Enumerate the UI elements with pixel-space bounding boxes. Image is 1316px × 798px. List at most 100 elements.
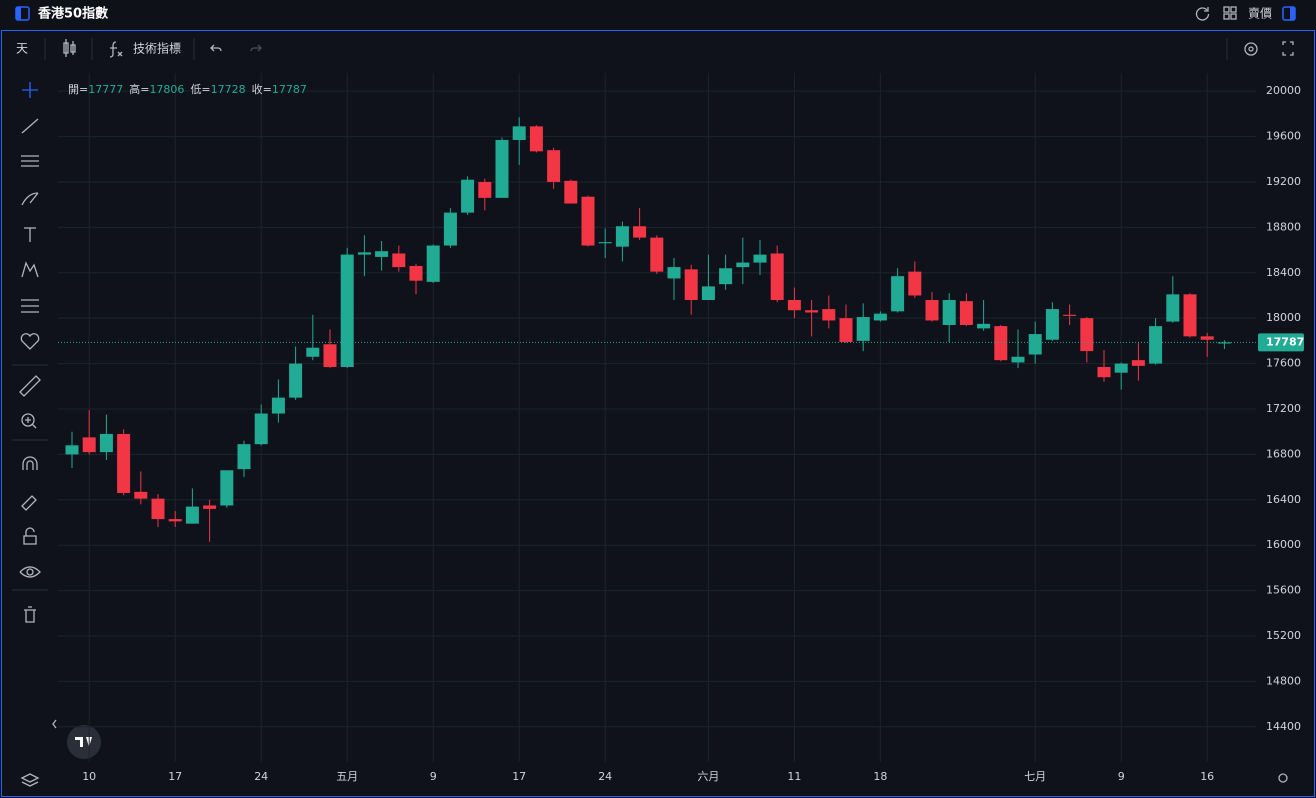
- y-tick-label: 16800: [1266, 447, 1301, 460]
- x-tick-label: 16: [1200, 770, 1214, 783]
- refresh-icon[interactable]: [1195, 7, 1210, 21]
- panel-icon-fill: [16, 7, 21, 20]
- redo-icon[interactable]: [250, 44, 262, 52]
- x-tick-label: 24: [598, 770, 612, 783]
- legend-label: 開=: [68, 83, 88, 96]
- logo: [67, 725, 101, 759]
- ruler-tool[interactable]: [19, 375, 41, 397]
- candle-body: [151, 498, 165, 520]
- candle-body: [753, 254, 767, 263]
- candle-body: [736, 262, 750, 268]
- candle-body: [1217, 342, 1231, 344]
- crosshair-tool[interactable]: [22, 82, 38, 98]
- chart-type-icon[interactable]: [63, 39, 76, 57]
- lock-tool[interactable]: [23, 527, 37, 545]
- candle-body: [1011, 356, 1025, 363]
- candle-body: [908, 271, 922, 296]
- candle-body: [650, 237, 664, 272]
- y-tick-label: 16400: [1266, 493, 1301, 506]
- candle-body: [1063, 314, 1077, 316]
- panel-right-fill: [1290, 7, 1295, 20]
- candle-body: [787, 300, 801, 311]
- candle-body: [770, 253, 784, 301]
- last-price-box: [1258, 333, 1304, 352]
- candle-body: [959, 301, 973, 325]
- symbol-title: 香港50指數: [37, 6, 108, 22]
- candle-body: [1131, 360, 1145, 366]
- candle-body: [512, 126, 526, 140]
- candle-body: [185, 506, 199, 524]
- candle-body: [1028, 334, 1042, 355]
- y-tick-label: 18400: [1266, 266, 1301, 279]
- candle-body: [891, 276, 905, 312]
- x-tick-label: 17: [168, 770, 182, 783]
- indicators-button[interactable]: 技術指標: [133, 41, 181, 56]
- trendline-tool[interactable]: [21, 118, 39, 134]
- candle-body: [134, 491, 148, 499]
- pattern-tool[interactable]: [21, 261, 39, 278]
- candle-body: [701, 286, 715, 301]
- candle-body: [942, 300, 956, 325]
- y-tick-label: 16000: [1266, 538, 1301, 551]
- candle-body: [443, 212, 457, 246]
- magnet-tool[interactable]: [22, 456, 38, 470]
- legend-value: 17777: [88, 83, 123, 96]
- candle-body: [994, 326, 1008, 361]
- y-tick-label: 14800: [1266, 674, 1301, 687]
- candle-body: [581, 196, 595, 246]
- candle-body: [873, 313, 887, 321]
- candle-body: [839, 318, 853, 343]
- x-tick-label: 9: [430, 770, 437, 783]
- y-tick-label: 15200: [1266, 629, 1301, 642]
- candle-body: [237, 444, 251, 470]
- lock-draw-tool[interactable]: [21, 495, 37, 511]
- logo-mark: [75, 737, 92, 747]
- visibility-tool[interactable]: [19, 566, 41, 578]
- interval[interactable]: 天: [16, 42, 28, 56]
- candle-body: [323, 344, 337, 367]
- fullscreen-icon[interactable]: [1282, 41, 1294, 56]
- layers-icon[interactable]: [20, 773, 40, 787]
- plot: 1440014800152001560016000164001680017200…: [58, 73, 1304, 783]
- candle-body: [203, 505, 217, 509]
- candle-body: [1097, 366, 1111, 378]
- legend-label: 收=: [252, 82, 272, 96]
- legend-label: 低=: [190, 83, 210, 96]
- candle-body: [461, 179, 475, 213]
- text-tool[interactable]: [24, 227, 36, 242]
- layout-icon[interactable]: [1223, 6, 1237, 20]
- candle-body: [856, 317, 870, 341]
- y-tick-label: 17200: [1266, 402, 1301, 415]
- candle-body: [598, 242, 612, 244]
- candle-body: [357, 252, 371, 255]
- candle-body: [495, 139, 509, 198]
- settings-icon[interactable]: [1244, 42, 1258, 56]
- y-tick-label: 19200: [1266, 175, 1301, 188]
- undo-icon[interactable]: [210, 44, 222, 52]
- x-tick-label: 六月: [697, 770, 719, 783]
- delete-tool[interactable]: [24, 606, 36, 623]
- y-tick-label: 20000: [1266, 84, 1301, 97]
- candle-body: [1166, 294, 1180, 322]
- fib-tool[interactable]: [21, 155, 39, 167]
- candle-body: [220, 470, 234, 506]
- brush-tool[interactable]: [21, 192, 39, 206]
- x-tick-label: 17: [512, 770, 526, 783]
- fx-icon[interactable]: [109, 41, 123, 58]
- candle-body: [805, 310, 819, 313]
- zoom-tool[interactable]: [21, 413, 37, 429]
- x-tick-label: 五月: [336, 770, 358, 783]
- time-settings-icon[interactable]: [1278, 773, 1288, 783]
- collapse-arrow[interactable]: [52, 719, 57, 729]
- ohlc-legend: 開=17777 高=17806 低=17728 收=17787: [68, 82, 307, 96]
- chart-frame: [1, 30, 1315, 797]
- candle-body: [1080, 318, 1094, 352]
- candle-body: [615, 226, 629, 247]
- price-type[interactable]: 賣價: [1248, 6, 1272, 21]
- candle-body: [426, 245, 440, 282]
- favorites-tool[interactable]: [20, 333, 40, 350]
- x-tick-label: 18: [873, 770, 887, 783]
- candle-body: [633, 226, 647, 238]
- legend-label: 高=: [129, 82, 149, 96]
- prediction-tool[interactable]: [21, 299, 39, 313]
